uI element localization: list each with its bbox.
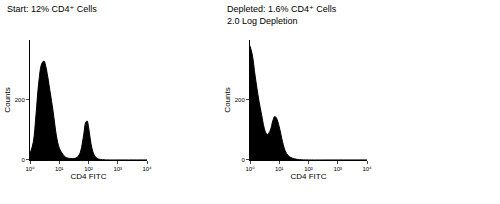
svg-text:Counts: Counts bbox=[3, 87, 12, 112]
svg-text:10⁰: 10⁰ bbox=[245, 166, 255, 172]
svg-text:Depleted: 1.6% CD4⁺ Cells2.0 L: Depleted: 1.6% CD4⁺ Cells2.0 Log Depleti… bbox=[227, 4, 337, 26]
svg-text:10⁴: 10⁴ bbox=[142, 166, 152, 172]
svg-text:200: 200 bbox=[235, 97, 246, 103]
svg-text:Counts: Counts bbox=[223, 87, 232, 112]
svg-text:10³: 10³ bbox=[333, 166, 342, 172]
svg-text:200: 200 bbox=[15, 97, 26, 103]
svg-text:10¹: 10¹ bbox=[55, 166, 64, 172]
svg-text:10²: 10² bbox=[84, 166, 93, 172]
svg-text:Start: 12% CD4⁺ Cells: Start: 12% CD4⁺ Cells bbox=[7, 4, 97, 14]
svg-text:CD4 FITC: CD4 FITC bbox=[291, 172, 327, 181]
svg-text:10⁰: 10⁰ bbox=[25, 166, 35, 172]
svg-text:CD4 FITC: CD4 FITC bbox=[71, 172, 107, 181]
svg-text:0: 0 bbox=[241, 157, 245, 163]
svg-text:10²: 10² bbox=[304, 166, 313, 172]
svg-text:10¹: 10¹ bbox=[275, 166, 284, 172]
svg-text:0: 0 bbox=[21, 157, 25, 163]
svg-text:10⁴: 10⁴ bbox=[362, 166, 372, 172]
svg-text:10³: 10³ bbox=[113, 166, 122, 172]
